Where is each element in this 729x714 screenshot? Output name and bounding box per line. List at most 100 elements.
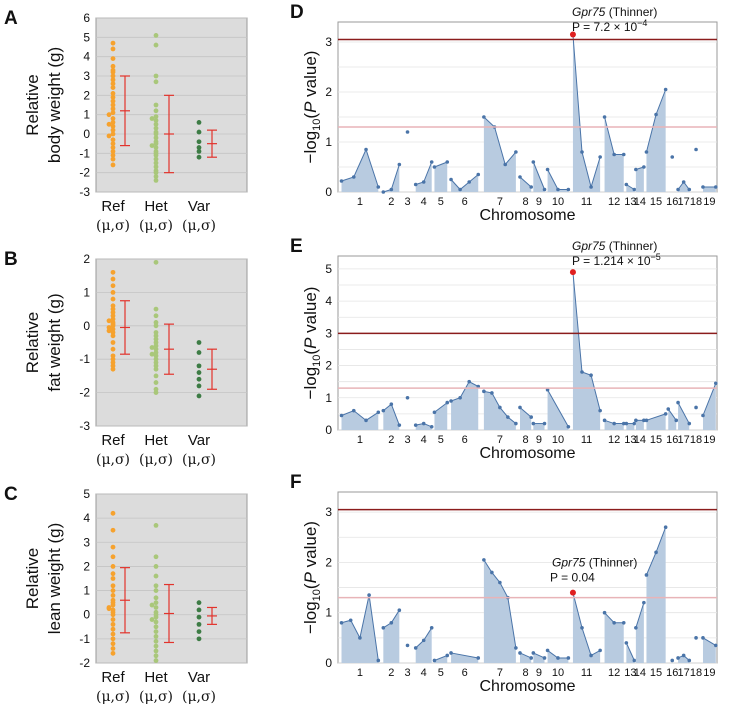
data-point bbox=[196, 129, 202, 135]
data-point bbox=[529, 185, 533, 189]
data-point bbox=[612, 620, 616, 625]
x-axis-label: Chromosome bbox=[479, 445, 575, 462]
data-point bbox=[397, 162, 402, 167]
data-point bbox=[644, 418, 649, 423]
data-point bbox=[467, 379, 471, 384]
data-point bbox=[110, 77, 116, 83]
data-point bbox=[476, 656, 481, 660]
data-point bbox=[694, 147, 698, 152]
data-point bbox=[621, 152, 626, 157]
data-point bbox=[110, 269, 116, 275]
x-category-sublabel: (μ,σ) bbox=[182, 689, 216, 705]
chromosome-label: 3 bbox=[404, 196, 410, 208]
plot-area bbox=[337, 255, 718, 431]
data-point bbox=[445, 400, 450, 405]
data-point bbox=[153, 634, 159, 639]
data-point bbox=[654, 112, 658, 117]
data-point bbox=[153, 564, 159, 569]
data-point bbox=[153, 174, 159, 179]
chromosome-area bbox=[451, 381, 479, 430]
y-tick-label: 1 bbox=[83, 108, 90, 122]
data-point bbox=[676, 400, 680, 405]
data-point bbox=[110, 333, 116, 339]
data-point bbox=[110, 636, 116, 642]
data-point bbox=[449, 399, 453, 403]
data-point bbox=[110, 149, 116, 154]
y-tick-label: -3 bbox=[79, 185, 90, 199]
chromosome-line bbox=[702, 637, 717, 646]
y-tick-label: 4 bbox=[83, 511, 90, 525]
data-point bbox=[598, 648, 602, 653]
chromosome-area bbox=[635, 167, 644, 192]
x-category-label: Het bbox=[144, 432, 168, 449]
chromosome-label: 3 bbox=[404, 434, 410, 446]
data-point bbox=[681, 180, 686, 184]
data-point bbox=[389, 187, 394, 192]
data-point bbox=[153, 638, 159, 644]
chromosome-line bbox=[547, 389, 569, 428]
data-point bbox=[358, 636, 362, 640]
y-axis-label: −log10(P value) bbox=[301, 521, 323, 634]
y-tick-label: -1 bbox=[79, 632, 90, 646]
y-tick-label: 2 bbox=[83, 559, 90, 573]
data-point bbox=[351, 408, 356, 413]
chromosome-area bbox=[702, 637, 716, 663]
peak-marker bbox=[569, 589, 576, 596]
chromosome-line bbox=[646, 413, 666, 421]
data-point bbox=[110, 127, 116, 133]
data-point bbox=[110, 106, 116, 112]
data-point bbox=[153, 360, 159, 365]
data-point bbox=[153, 131, 159, 137]
chromosome-label: 11 bbox=[581, 667, 592, 679]
data-point bbox=[376, 185, 381, 189]
chromosome-label: 11 bbox=[581, 196, 592, 208]
data-point bbox=[110, 85, 116, 90]
chromosome-label: 7 bbox=[497, 434, 503, 446]
data-point bbox=[153, 600, 159, 606]
y-tick-label: 0 bbox=[325, 423, 332, 437]
data-point bbox=[467, 180, 471, 184]
data-point bbox=[110, 310, 116, 315]
y-tick-label: 1 bbox=[83, 584, 90, 598]
data-point bbox=[196, 120, 202, 125]
y-tick-label: 2 bbox=[83, 88, 90, 102]
peak-gene-label: Gpr75 (Thinner) bbox=[572, 5, 657, 19]
chromosome-label: 16 bbox=[666, 196, 678, 208]
chromosome-label: 18 bbox=[690, 196, 702, 208]
data-point bbox=[110, 593, 116, 598]
chromosome-label: 14 bbox=[634, 434, 646, 446]
data-point bbox=[687, 187, 692, 192]
chromosome-label: 3 bbox=[404, 667, 410, 679]
panel-label: B bbox=[4, 249, 18, 270]
chromosome-area bbox=[678, 182, 690, 192]
data-point bbox=[153, 340, 159, 345]
y-tick-label: 4 bbox=[83, 50, 90, 64]
data-point bbox=[498, 405, 502, 410]
y-tick-label: 5 bbox=[325, 262, 332, 276]
data-point bbox=[348, 618, 353, 623]
data-point bbox=[110, 650, 116, 656]
data-point bbox=[612, 421, 616, 426]
chromosome-label: 5 bbox=[438, 434, 444, 446]
chromosome-line bbox=[341, 148, 379, 188]
data-point bbox=[405, 643, 410, 648]
chromosome-label: 1 bbox=[357, 196, 363, 208]
data-point bbox=[376, 658, 381, 663]
data-point bbox=[110, 303, 116, 309]
data-point bbox=[445, 160, 450, 164]
x-category-label: Var bbox=[188, 432, 210, 449]
chromosome-area bbox=[572, 34, 601, 192]
data-point bbox=[663, 412, 668, 416]
x-category-label: Var bbox=[188, 198, 210, 215]
x-category-sublabel: (μ,σ) bbox=[96, 218, 130, 234]
data-point bbox=[421, 421, 426, 426]
y-tick-label: 2 bbox=[325, 359, 332, 373]
chromosome-area bbox=[646, 413, 666, 430]
data-point bbox=[110, 120, 116, 125]
x-category-label: Het bbox=[144, 198, 168, 215]
chromosome-label: 16 bbox=[666, 667, 678, 679]
data-point bbox=[153, 259, 159, 265]
data-point bbox=[518, 175, 522, 179]
chromosome-label: 9 bbox=[536, 667, 542, 679]
data-point bbox=[196, 393, 202, 399]
